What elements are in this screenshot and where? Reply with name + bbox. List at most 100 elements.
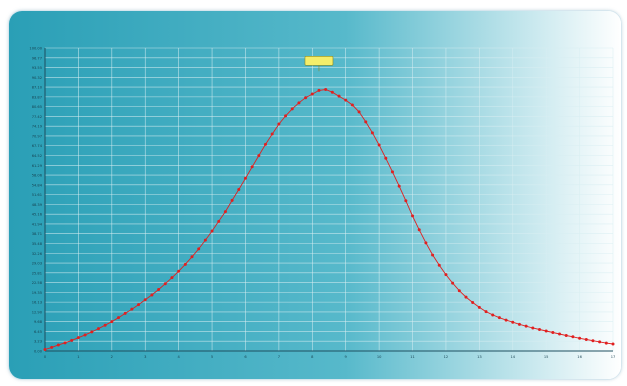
data-point [591, 339, 595, 343]
data-point [150, 293, 154, 297]
line-chart: 0.00 3.23 6.45 9.68 12.90 16.13 19.35 22.58 25.8… [9, 11, 621, 379]
y-tick-label: 51.61 [32, 193, 42, 197]
x-tick-label: 14 [510, 355, 515, 359]
data-point [257, 154, 261, 158]
y-tick-label: 25.81 [32, 271, 42, 275]
y-tick-label: 35.48 [32, 242, 43, 246]
data-point [217, 219, 221, 223]
y-tick-label: 83.87 [32, 95, 42, 99]
y-tick-label: 54.84 [32, 183, 43, 187]
data-point [357, 110, 361, 114]
data-point [397, 184, 401, 188]
data-point [444, 273, 448, 277]
y-tick-label: 58.06 [32, 174, 43, 178]
y-tick-label: 90.32 [32, 76, 42, 80]
data-point [250, 165, 254, 169]
series-1 [43, 88, 615, 351]
data-point [297, 101, 301, 105]
data-point [103, 323, 107, 327]
data-point [531, 326, 535, 330]
data-point [177, 269, 181, 273]
tick-labels: 0.00 3.23 6.45 9.68 12.90 16.13 19.35 22.58 25.8… [29, 47, 615, 360]
data-point [564, 334, 568, 338]
data-point [317, 88, 321, 92]
data-point [524, 324, 528, 328]
data-point [157, 287, 161, 291]
data-point [170, 276, 174, 280]
x-tick-label: 13 [477, 355, 482, 359]
y-tick-label: 41.94 [32, 222, 43, 226]
x-tick-label: 0 [44, 355, 47, 359]
y-tick-label: 80.65 [32, 105, 42, 109]
data-point [223, 210, 227, 214]
data-point [491, 313, 495, 317]
data-point [183, 262, 187, 266]
data-point [243, 176, 247, 180]
data-point [210, 229, 214, 233]
data-point [330, 90, 334, 94]
data-point [50, 345, 54, 349]
data-point [471, 301, 475, 305]
data-point [437, 263, 441, 267]
x-tick-label: 6 [244, 355, 247, 359]
data-point [197, 247, 201, 251]
data-point [464, 295, 468, 299]
y-tick-label: 77.42 [32, 115, 42, 119]
data-point [571, 335, 575, 339]
data-point [43, 347, 47, 351]
y-tick-label: 64.52 [32, 154, 42, 158]
data-point [110, 320, 114, 324]
data-point [417, 228, 421, 232]
data-point [604, 341, 608, 345]
data-point [350, 103, 354, 107]
data-point [558, 332, 562, 336]
data-point [123, 311, 127, 315]
data-point [284, 114, 288, 118]
x-tick-label: 5 [211, 355, 213, 359]
y-tick-label: 12.90 [32, 310, 43, 314]
peak-marker-box [304, 55, 334, 66]
data-point [457, 289, 461, 293]
data-point [384, 156, 388, 160]
data-point [90, 330, 94, 334]
y-tick-label: 70.97 [32, 134, 42, 138]
x-tick-label: 16 [577, 355, 582, 359]
y-tick-label: 32.26 [32, 252, 43, 256]
data-point [431, 253, 435, 257]
data-point [411, 214, 415, 218]
data-point [203, 238, 207, 242]
x-tick-label: 3 [144, 355, 146, 359]
data-point [190, 255, 194, 259]
data-point [584, 337, 588, 341]
data-point [517, 322, 521, 326]
data-point [63, 341, 67, 345]
data-point [370, 131, 374, 135]
data-point [310, 92, 314, 96]
y-tick-label: 38.71 [32, 232, 42, 236]
data-point [96, 327, 100, 331]
data-point [83, 333, 87, 337]
data-point [304, 96, 308, 100]
data-point [130, 307, 134, 311]
y-tick-label: 0.00 [34, 350, 43, 354]
data-point [424, 241, 428, 245]
data-point [264, 142, 268, 146]
axes [44, 48, 613, 352]
grid-lines [44, 47, 614, 352]
y-tick-label: 19.35 [32, 291, 42, 295]
data-point [404, 199, 408, 203]
y-tick-label: 74.19 [32, 125, 43, 129]
data-point [270, 132, 274, 136]
x-tick-label: 12 [444, 355, 449, 359]
y-tick-label: 96.77 [32, 56, 42, 60]
y-tick-label: 100.00 [29, 47, 42, 51]
y-tick-label: 87.10 [32, 86, 43, 90]
chart-panel: 0.00 3.23 6.45 9.68 12.90 16.13 19.35 22.58 25.8… [8, 10, 622, 380]
data-point [497, 316, 501, 320]
data-point [511, 320, 515, 324]
data-point [163, 282, 167, 286]
data-point [551, 331, 555, 335]
data-point [324, 88, 328, 92]
data-point [390, 170, 394, 174]
data-point [290, 107, 294, 111]
